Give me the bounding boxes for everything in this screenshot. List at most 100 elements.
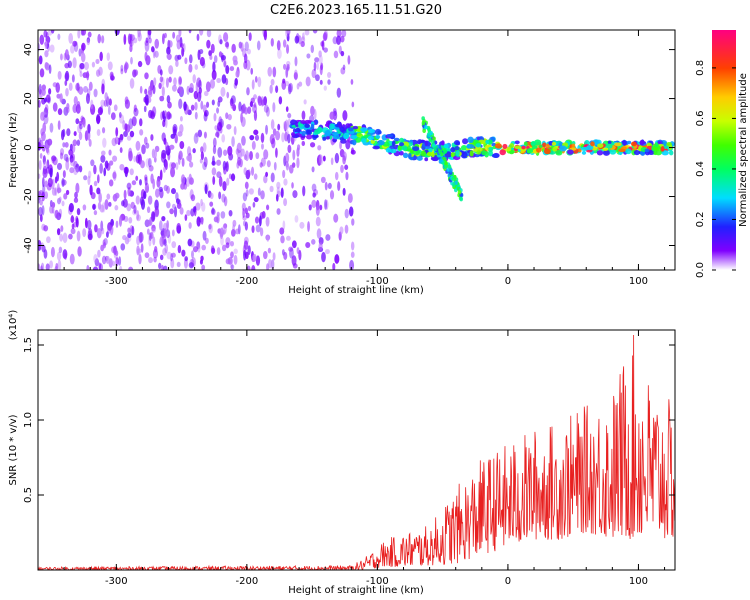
spectrogram-cell — [428, 147, 433, 153]
spectrogram-cell — [288, 246, 294, 252]
spectrogram-cell — [42, 161, 48, 170]
spectrogram-cell — [345, 171, 349, 181]
spectrogram-cell — [193, 90, 199, 100]
spectrogram-cell — [144, 176, 148, 186]
snr-ytick-label: 1.0 — [23, 412, 34, 428]
spectrogram-cell — [232, 104, 237, 112]
spectrogram-cell — [270, 78, 275, 86]
spectrogram-cell — [276, 181, 281, 190]
spectrogram-cell — [93, 210, 98, 216]
spectrogram-cell — [209, 192, 214, 200]
spectrogram-cell — [49, 167, 53, 178]
spectrogram-cell — [203, 90, 209, 97]
spectrogram-cell — [257, 187, 261, 196]
spectrogram-cell — [162, 119, 166, 128]
spectrogram-cell — [276, 186, 280, 195]
spectrogram-cell — [269, 84, 273, 94]
spectrogram-cell — [93, 88, 98, 98]
spectrogram-cell — [39, 199, 43, 206]
spectrogram-cell — [100, 244, 105, 252]
spectrogram-cell — [200, 146, 204, 153]
spectrogram-cell — [67, 60, 73, 69]
spectrogram-cell — [69, 158, 75, 167]
spectrogram-cell — [56, 251, 62, 261]
spectrogram-cell — [311, 166, 315, 173]
spectrogram-cell — [169, 208, 175, 215]
spectrogram-cell — [282, 220, 286, 231]
spectrogram-cell — [38, 193, 41, 204]
spectrogram-cell — [139, 85, 143, 94]
spectrogram-cell — [397, 144, 403, 151]
spectrogram-cell — [209, 201, 214, 207]
spectrogram-cell — [260, 190, 265, 200]
spectrogram-cell — [255, 152, 260, 160]
spectrogram-cell — [62, 232, 68, 244]
spectrogram-cell — [509, 143, 515, 149]
spectrogram-cell — [86, 219, 92, 230]
spectrogram-cell — [102, 137, 107, 148]
spectrogram-cell — [424, 157, 429, 162]
spectrogram-cell — [141, 144, 146, 155]
spectrogram-cell — [225, 65, 230, 75]
spectrogram-cell — [281, 132, 285, 143]
spectrogram-cell — [99, 204, 105, 213]
spectrogram-cell — [51, 206, 55, 214]
spectrogram-cell — [145, 142, 150, 149]
spectrogram-cell — [138, 232, 143, 244]
spectrogram-cell — [607, 140, 612, 145]
spectrogram-cell — [174, 54, 180, 62]
spectrogram-cell — [329, 111, 335, 120]
spectrogram-cell — [115, 127, 119, 137]
spectrogram-cell — [135, 175, 139, 181]
spectrogram-cell — [131, 116, 137, 127]
spectrogram-cell — [244, 181, 249, 190]
spectrogram-cell — [481, 150, 487, 156]
spectrogram-cell — [287, 144, 292, 154]
spectrogram-cell — [216, 247, 221, 255]
spectrogram-cell — [44, 104, 49, 113]
spectrogram-ytick-label: 40 — [23, 43, 34, 56]
spectrogram-cell — [223, 59, 227, 68]
spectrogram-cell — [265, 234, 271, 241]
spectrogram-cell — [47, 177, 53, 188]
spectrogram-cell — [101, 83, 105, 95]
spectrogram-cell — [430, 152, 435, 158]
spectrogram-cell — [97, 107, 103, 116]
spectrogram-cell — [42, 168, 48, 179]
spectrogram-cell — [602, 147, 609, 151]
spectrogram-cell — [298, 249, 302, 261]
spectrogram-cell — [144, 252, 150, 259]
spectrogram-cell — [350, 241, 355, 251]
spectrogram-cell — [318, 54, 323, 65]
spectrogram-cell — [129, 44, 133, 53]
spectrogram-cell — [336, 35, 341, 45]
spectrogram-cell — [101, 227, 105, 235]
spectrogram-cell — [44, 40, 48, 50]
spectrogram-cell — [179, 207, 184, 215]
spectrogram-cell — [38, 142, 42, 151]
colorbar-tick-label: 0.8 — [695, 60, 706, 76]
spectrogram-cell — [273, 161, 277, 171]
spectrogram-cell — [42, 155, 46, 165]
spectrogram-cell — [60, 53, 63, 61]
spectrogram-cell — [334, 171, 339, 181]
spectrogram-cell — [59, 152, 64, 160]
spectrogram-cell — [106, 231, 109, 238]
spectrogram-cell — [52, 102, 58, 112]
spectrogram-ytick-label: -20 — [23, 188, 34, 204]
spectrogram-cell — [129, 34, 135, 41]
spectrogram-cell — [93, 254, 98, 264]
spectrogram-cell — [93, 180, 98, 187]
spectrogram-cell — [314, 57, 320, 63]
spectrogram-cell — [372, 145, 380, 150]
spectrogram-cell — [126, 182, 132, 190]
spectrogram-cell — [227, 145, 233, 156]
spectrogram-cell — [56, 187, 62, 194]
spectrogram-cell — [146, 228, 150, 235]
spectrogram-cell — [154, 149, 157, 159]
spectrogram-cell — [421, 120, 426, 126]
spectrogram-xtick-label: -200 — [236, 276, 259, 287]
spectrogram-cell — [279, 227, 285, 235]
spectrogram-cell — [154, 246, 158, 253]
spectrogram-cell — [374, 128, 382, 136]
